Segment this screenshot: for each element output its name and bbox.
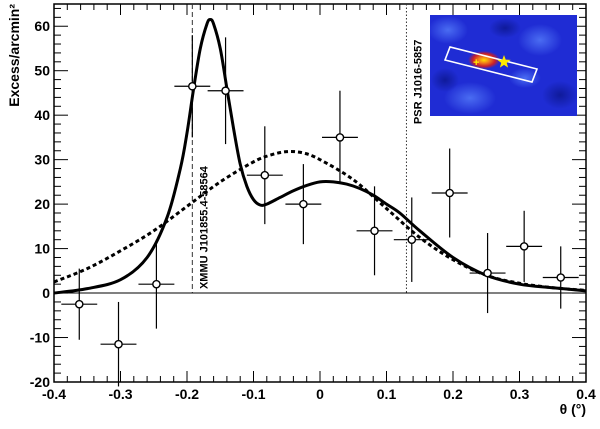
- data-point: [431, 148, 468, 238]
- inset-region-box: [443, 46, 539, 83]
- inset-noise-blob: [430, 16, 468, 44]
- point-marker: [556, 273, 566, 282]
- x-axis-title: θ (°): [560, 401, 586, 417]
- inset-noise-blob: [444, 82, 496, 114]
- point-marker: [221, 86, 230, 96]
- x-tick-label: 0.1: [377, 386, 397, 402]
- inset-noise-blob: [518, 24, 562, 56]
- point-marker: [519, 242, 529, 251]
- inset-skymap: +: [430, 15, 577, 116]
- y-tick-label: 0: [42, 285, 50, 301]
- data-point: [207, 37, 244, 145]
- data-point: [469, 233, 506, 314]
- point-marker: [114, 339, 123, 349]
- y-tick-label: 40: [34, 107, 50, 123]
- reference-lines: XMMU J101855.4-58564 PSR J1016-5857: [191, 4, 424, 294]
- point-marker: [370, 226, 379, 236]
- data-point: [356, 186, 393, 276]
- point-marker: [483, 268, 492, 278]
- inset-hotspot: [468, 51, 500, 69]
- data-point: [100, 301, 137, 387]
- data-point: [321, 90, 358, 185]
- x-tick-label: -0.4: [42, 386, 66, 402]
- x-tick-label: 0.4: [576, 386, 596, 402]
- point-marker: [74, 299, 84, 309]
- data-point: [506, 210, 543, 282]
- point-marker: [299, 199, 308, 209]
- data-point: [285, 164, 322, 245]
- y-axis-title: Excess/arcmin²: [6, 4, 22, 107]
- point-marker: [152, 279, 161, 289]
- point-marker: [445, 188, 454, 198]
- point-marker: [188, 81, 197, 91]
- x-tick-label: 0.2: [443, 386, 463, 402]
- x-tick-label: -0.1: [241, 386, 265, 402]
- x-tick-label: -0.3: [108, 386, 132, 402]
- point-marker: [335, 133, 345, 142]
- inset-noise-blob: [542, 81, 577, 109]
- point-marker: [260, 170, 270, 180]
- data-point: [174, 35, 211, 138]
- y-tick-label: 60: [34, 18, 50, 34]
- x-tick-label: -0.2: [175, 386, 199, 402]
- reference-line-label: PSR J1016-5857: [412, 40, 424, 124]
- solid-model-curve: [53, 18, 587, 295]
- y-tick-label: 30: [34, 152, 50, 168]
- x-tick-label: 0.3: [510, 386, 530, 402]
- y-tick-label: -10: [30, 330, 50, 346]
- data-point: [246, 126, 283, 225]
- y-tick-label: -20: [30, 374, 50, 390]
- y-tick-label: 50: [34, 63, 50, 79]
- y-tick-label: 20: [34, 196, 50, 212]
- inset-pulsar-marker: +: [473, 57, 479, 69]
- data-points: [61, 35, 579, 387]
- star-icon: [497, 55, 511, 68]
- data-point: [542, 246, 579, 309]
- inset-noise-blob: [509, 68, 541, 88]
- data-point: [138, 239, 175, 329]
- inset-noise-blob: [489, 18, 521, 38]
- y-tick-label: 10: [34, 241, 50, 257]
- data-point: [393, 197, 430, 282]
- point-marker: [407, 235, 417, 244]
- reference-line-label: XMMU J101855.4-58564: [198, 165, 210, 289]
- inset-noise-blob: [431, 68, 459, 92]
- x-tick-label: 0: [316, 386, 324, 402]
- data-point: [61, 268, 98, 340]
